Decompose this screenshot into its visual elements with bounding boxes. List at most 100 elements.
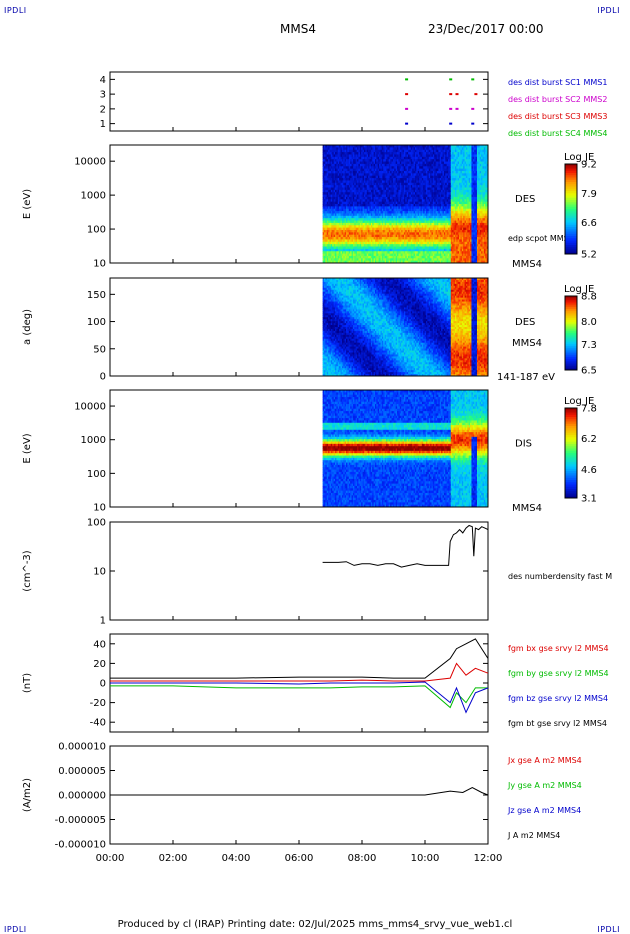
heatmap-cell-des_energy xyxy=(348,255,351,259)
heatmap-cell-des_energy xyxy=(387,239,390,243)
heatmap-cell-des_energy xyxy=(340,237,343,240)
heatmap-cell-des_energy xyxy=(346,225,348,229)
heatmap-cell-des_energy xyxy=(325,255,328,259)
heatmap-cell-des_energy xyxy=(374,237,377,240)
heatmap-cell-des_energy xyxy=(324,251,326,255)
heatmap-cell-des_energy xyxy=(359,244,362,247)
heatmap-cell-des_energy xyxy=(347,147,350,151)
heatmap-cell-des_energy xyxy=(372,156,375,160)
heatmap-cell-des_energy xyxy=(332,156,335,160)
heatmap-cell-des_energy xyxy=(326,213,329,217)
heatmap-cell-des_energy xyxy=(350,234,353,238)
heatmap-cell-des_energy xyxy=(324,225,326,229)
heatmap-cell-des_energy xyxy=(361,260,364,264)
heatmap-cell-des_energy xyxy=(361,239,364,243)
heatmap-cell-des_energy xyxy=(348,260,351,264)
heatmap-cell-des_energy xyxy=(348,149,351,153)
heatmap-cell-des_energy xyxy=(348,180,351,184)
heatmap-cell-des_energy xyxy=(366,225,369,229)
corner-label-right: IPDLI xyxy=(597,6,620,15)
heatmap-cell-des_energy xyxy=(350,149,353,153)
heatmap-cell-des_energy xyxy=(330,234,333,238)
heatmap-cell-des_energy xyxy=(358,222,361,226)
heatmap-cell-des_energy xyxy=(365,173,368,177)
heatmap-cell-des_energy xyxy=(383,173,386,177)
heatmap-cell-des_energy xyxy=(350,248,353,252)
heatmap-cell-des_energy xyxy=(344,173,347,177)
heatmap-cell-des_energy xyxy=(380,185,383,188)
heatmap-cell-des_energy xyxy=(361,218,364,222)
heatmap-cell-des_energy xyxy=(379,211,382,214)
heatmap-cell-des_energy xyxy=(347,201,350,205)
ytick-label-des_energy: 10000 xyxy=(74,157,106,168)
heatmap-cell-des_energy xyxy=(373,208,376,212)
heatmap-cell-des_energy xyxy=(336,173,339,177)
heatmap-cell-des_energy xyxy=(340,213,343,217)
heatmap-cell-des_energy xyxy=(325,218,328,222)
heatmap-cell-des_energy xyxy=(336,255,339,259)
heatmap-cell-des_energy xyxy=(381,159,384,163)
heatmap-cell-des_energy xyxy=(365,152,368,155)
heatmap-cell-des_energy xyxy=(386,156,388,160)
heatmap-cell-des_energy xyxy=(366,180,369,184)
heatmap-cell-des_energy xyxy=(329,237,332,240)
heatmap-cell-des_energy xyxy=(328,232,331,236)
heatmap-cell-des_energy xyxy=(335,170,337,174)
heatmap-cell-des_energy xyxy=(332,152,335,155)
heatmap-cell-des_energy xyxy=(368,218,370,222)
heatmap-cell-des_energy xyxy=(322,246,325,250)
heatmap-cell-des_energy xyxy=(357,185,359,188)
heatmap-cell-des_energy xyxy=(322,225,325,229)
heatmap-cell-des_energy xyxy=(386,189,388,193)
heatmap-cell-des_energy xyxy=(328,248,331,252)
heatmap-cell-des_energy xyxy=(363,163,366,167)
heatmap-cell-des_energy xyxy=(326,173,329,177)
heatmap-cell-des_energy xyxy=(346,149,348,153)
heatmap-cell-des_energy xyxy=(335,211,337,214)
heatmap-cell-des_energy xyxy=(359,225,362,229)
heatmap-cell-des_energy xyxy=(343,239,346,243)
heatmap-cell-des_energy xyxy=(368,248,370,252)
heatmap-cell-des_energy xyxy=(362,152,365,155)
heatmap-cell-des_energy xyxy=(341,149,344,153)
heatmap-cell-des_energy xyxy=(336,180,339,184)
heatmap-cell-des_energy xyxy=(366,222,369,226)
heatmap-cell-des_energy xyxy=(369,175,372,179)
heatmap-cell-des_energy xyxy=(335,194,337,198)
heatmap-cell-des_energy xyxy=(366,213,369,217)
heatmap-cell-des_energy xyxy=(355,255,358,259)
heatmap-cell-des_energy xyxy=(380,163,383,167)
heatmap-cell-des_energy xyxy=(347,166,350,170)
heatmap-cell-des_energy xyxy=(341,239,344,243)
heatmap-cell-des_energy xyxy=(348,178,351,181)
heatmap-cell-des_energy xyxy=(366,194,369,198)
heatmap-cell-des_energy xyxy=(362,213,365,217)
heatmap-cell-des_energy xyxy=(337,237,340,240)
heatmap-cell-des_energy xyxy=(373,246,376,250)
heatmap-cell-des_energy xyxy=(354,215,357,219)
heatmap-cell-des_energy xyxy=(332,248,335,252)
heatmap-cell-des_energy xyxy=(377,163,380,167)
heatmap-cell-des_energy xyxy=(328,237,331,240)
heatmap-cell-des_energy xyxy=(359,149,362,153)
heatmap-cell-des_energy xyxy=(380,220,383,224)
heatmap-cell-des_energy xyxy=(359,220,362,224)
heatmap-cell-des_energy xyxy=(370,248,373,252)
heatmap-cell-des_energy xyxy=(324,175,326,179)
heatmap-cell-des_energy xyxy=(328,154,331,158)
heatmap-cell-des_energy xyxy=(383,147,386,151)
heatmap-cell-des_energy xyxy=(329,258,332,262)
heatmap-cell-des_energy xyxy=(377,239,380,243)
heatmap-cell-des_energy xyxy=(376,182,379,186)
heatmap-cell-des_energy xyxy=(363,178,366,181)
heatmap-cell-des_energy xyxy=(352,187,355,191)
heatmap-cell-des_energy xyxy=(368,251,370,255)
heatmap-cell-des_energy xyxy=(376,227,379,231)
heatmap-cell-des_energy xyxy=(358,248,361,252)
heatmap-cell-des_energy xyxy=(348,246,351,250)
heatmap-cell-des_energy xyxy=(330,222,333,226)
heatmap-cell-des_energy xyxy=(330,192,333,196)
heatmap-cell-des_energy xyxy=(369,192,372,196)
heatmap-cell-des_energy xyxy=(359,239,362,243)
heatmap-cell-des_energy xyxy=(387,241,390,245)
